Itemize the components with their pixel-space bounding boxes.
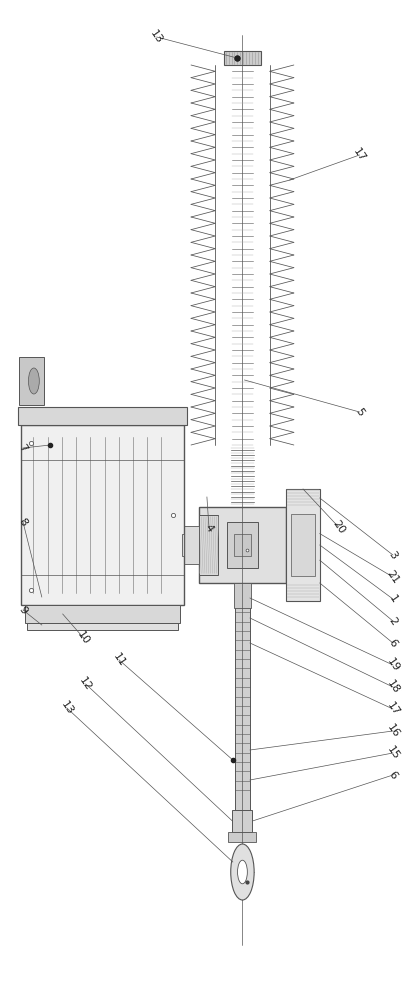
Text: 18: 18 <box>385 678 401 696</box>
Bar <box>182 534 184 556</box>
Text: 1: 1 <box>387 593 399 605</box>
Circle shape <box>231 844 254 900</box>
Text: 16: 16 <box>385 722 401 740</box>
Bar <box>228 832 257 842</box>
Text: 8: 8 <box>17 516 29 528</box>
Bar <box>19 357 44 405</box>
Text: 15: 15 <box>385 744 401 762</box>
Bar <box>232 810 252 832</box>
Bar <box>291 514 315 576</box>
Text: 17: 17 <box>352 146 367 164</box>
Text: 11: 11 <box>111 651 127 669</box>
Bar <box>199 515 218 575</box>
Text: 13: 13 <box>59 699 75 717</box>
Circle shape <box>237 860 247 884</box>
Bar <box>182 526 199 564</box>
Text: 4: 4 <box>203 522 215 534</box>
Bar <box>224 51 261 65</box>
Text: 6: 6 <box>387 769 399 781</box>
Text: 12: 12 <box>78 675 94 693</box>
Text: 10: 10 <box>76 629 92 647</box>
Bar <box>234 583 251 608</box>
Bar <box>21 425 184 605</box>
Text: 21: 21 <box>385 568 401 586</box>
Bar <box>199 507 286 583</box>
Text: 7: 7 <box>17 442 29 454</box>
Text: 13: 13 <box>149 28 165 46</box>
Bar <box>286 489 320 601</box>
Text: 17: 17 <box>385 700 401 718</box>
Bar <box>18 407 187 425</box>
Circle shape <box>28 368 39 394</box>
Bar <box>227 522 258 568</box>
Bar <box>27 623 178 630</box>
Bar <box>25 605 180 623</box>
Text: 3: 3 <box>387 549 399 561</box>
Text: 20: 20 <box>331 518 347 536</box>
Text: 6: 6 <box>387 637 399 649</box>
Text: 19: 19 <box>385 656 401 674</box>
Text: 5: 5 <box>353 406 366 418</box>
Bar <box>235 583 250 810</box>
Text: 9: 9 <box>17 604 29 616</box>
Text: 2: 2 <box>387 615 399 627</box>
Bar <box>234 534 251 556</box>
